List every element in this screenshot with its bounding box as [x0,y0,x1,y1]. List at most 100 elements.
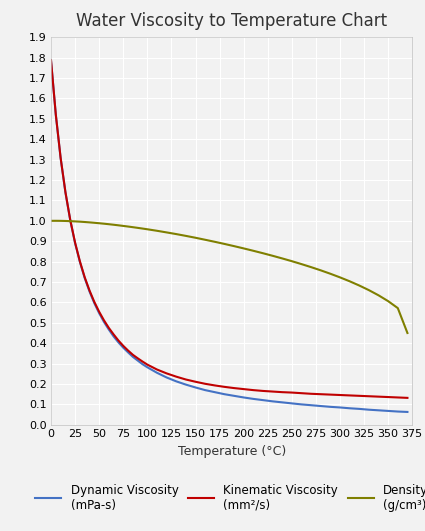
Density
(g/cm³) [347,278,352,285]
Line: Dynamic Viscosity
(mPa-s): Dynamic Viscosity (mPa-s) [51,60,408,412]
Dynamic Viscosity
(mPa-s) [203,387,208,393]
Dynamic Viscosity
(mPa-s) [366,407,371,413]
Dynamic Viscosity
(mPa-s) [116,339,121,346]
Kinematic Viscosity
(mm²/s) [270,388,275,395]
Dynamic Viscosity
(mPa-s) [154,370,159,376]
Dynamic Viscosity
(mPa-s) [135,357,140,364]
Dynamic Viscosity
(mPa-s) [106,327,111,333]
Density
(g/cm³) [121,222,126,229]
Kinematic Viscosity
(mm²/s) [347,392,352,399]
Density
(g/cm³) [92,220,97,226]
Density
(g/cm³) [270,253,275,259]
Density
(g/cm³) [299,261,304,267]
Dynamic Viscosity
(mPa-s) [140,361,145,367]
Dynamic Viscosity
(mPa-s) [376,407,381,414]
Dynamic Viscosity
(mPa-s) [318,403,323,409]
Dynamic Viscosity
(mPa-s) [222,391,227,397]
Kinematic Viscosity
(mm²/s) [87,287,92,294]
Kinematic Viscosity
(mm²/s) [337,392,343,398]
Kinematic Viscosity
(mm²/s) [212,382,217,389]
Dynamic Viscosity
(mPa-s) [102,319,107,325]
Dynamic Viscosity
(mPa-s) [48,57,54,63]
Density
(g/cm³) [53,218,58,224]
Dynamic Viscosity
(mPa-s) [270,398,275,405]
Dynamic Viscosity
(mPa-s) [357,406,362,412]
Dynamic Viscosity
(mPa-s) [193,384,198,391]
Density
(g/cm³) [309,264,314,270]
Kinematic Viscosity
(mm²/s) [111,331,116,338]
Line: Density
(g/cm³): Density (g/cm³) [51,221,408,333]
Density
(g/cm³) [63,218,68,224]
Kinematic Viscosity
(mm²/s) [130,352,136,358]
Kinematic Viscosity
(mm²/s) [92,299,97,305]
Dynamic Viscosity
(mPa-s) [145,364,150,371]
Kinematic Viscosity
(mm²/s) [241,386,246,392]
Density
(g/cm³) [77,218,82,225]
Density
(g/cm³) [203,237,208,243]
Density
(g/cm³) [106,221,111,227]
Dynamic Viscosity
(mPa-s) [82,275,87,281]
Kinematic Viscosity
(mm²/s) [77,258,82,264]
Kinematic Viscosity
(mm²/s) [299,390,304,396]
Kinematic Viscosity
(mm²/s) [125,347,130,354]
Kinematic Viscosity
(mm²/s) [145,362,150,368]
Dynamic Viscosity
(mPa-s) [130,354,136,360]
Kinematic Viscosity
(mm²/s) [58,155,63,161]
Kinematic Viscosity
(mm²/s) [280,389,285,396]
Kinematic Viscosity
(mm²/s) [232,385,237,391]
Density
(g/cm³) [222,241,227,247]
Density
(g/cm³) [280,255,285,262]
Dynamic Viscosity
(mPa-s) [212,389,217,396]
Kinematic Viscosity
(mm²/s) [73,239,78,246]
Kinematic Viscosity
(mm²/s) [140,358,145,365]
Kinematic Viscosity
(mm²/s) [366,393,371,399]
Kinematic Viscosity
(mm²/s) [82,274,87,280]
Dynamic Viscosity
(mPa-s) [68,217,73,224]
Kinematic Viscosity
(mm²/s) [222,384,227,390]
Dynamic Viscosity
(mPa-s) [87,288,92,295]
Kinematic Viscosity
(mm²/s) [328,391,333,398]
Dynamic Viscosity
(mPa-s) [183,381,188,388]
Density
(g/cm³) [241,245,246,252]
Density
(g/cm³) [385,298,391,304]
Dynamic Viscosity
(mPa-s) [347,405,352,412]
Density
(g/cm³) [140,225,145,232]
Density
(g/cm³) [174,231,179,237]
Density
(g/cm³) [125,224,130,230]
Dynamic Viscosity
(mPa-s) [96,310,102,316]
Dynamic Viscosity
(mPa-s) [111,333,116,340]
Density
(g/cm³) [96,220,102,226]
Density
(g/cm³) [58,218,63,224]
Density
(g/cm³) [130,224,136,230]
Density
(g/cm³) [164,229,169,236]
Kinematic Viscosity
(mm²/s) [385,394,391,400]
Kinematic Viscosity
(mm²/s) [309,391,314,397]
Kinematic Viscosity
(mm²/s) [289,389,295,396]
Density
(g/cm³) [68,218,73,224]
Kinematic Viscosity
(mm²/s) [261,388,266,394]
Line: Kinematic Viscosity
(mm²/s): Kinematic Viscosity (mm²/s) [51,60,408,398]
Density
(g/cm³) [337,274,343,280]
Dynamic Viscosity
(mPa-s) [174,378,179,384]
Dynamic Viscosity
(mPa-s) [337,404,343,410]
Dynamic Viscosity
(mPa-s) [309,402,314,408]
Dynamic Viscosity
(mPa-s) [63,190,68,196]
Kinematic Viscosity
(mm²/s) [376,393,381,400]
Density
(g/cm³) [232,243,237,250]
Kinematic Viscosity
(mm²/s) [96,309,102,315]
Legend: Dynamic Viscosity
(mPa-s), Kinematic Viscosity
(mm²/s), Density
(g/cm³): Dynamic Viscosity (mPa-s), Kinematic Vis… [31,479,425,517]
Density
(g/cm³) [328,271,333,277]
Dynamic Viscosity
(mPa-s) [405,409,410,415]
Title: Water Viscosity to Temperature Chart: Water Viscosity to Temperature Chart [76,12,387,30]
Dynamic Viscosity
(mPa-s) [385,408,391,414]
Kinematic Viscosity
(mm²/s) [405,395,410,401]
Kinematic Viscosity
(mm²/s) [251,387,256,393]
Kinematic Viscosity
(mm²/s) [68,217,73,223]
Dynamic Viscosity
(mPa-s) [289,400,295,407]
Dynamic Viscosity
(mPa-s) [280,399,285,406]
Kinematic Viscosity
(mm²/s) [63,189,68,195]
Density
(g/cm³) [102,220,107,227]
Density
(g/cm³) [395,305,400,311]
Density
(g/cm³) [135,225,140,231]
Kinematic Viscosity
(mm²/s) [318,391,323,397]
